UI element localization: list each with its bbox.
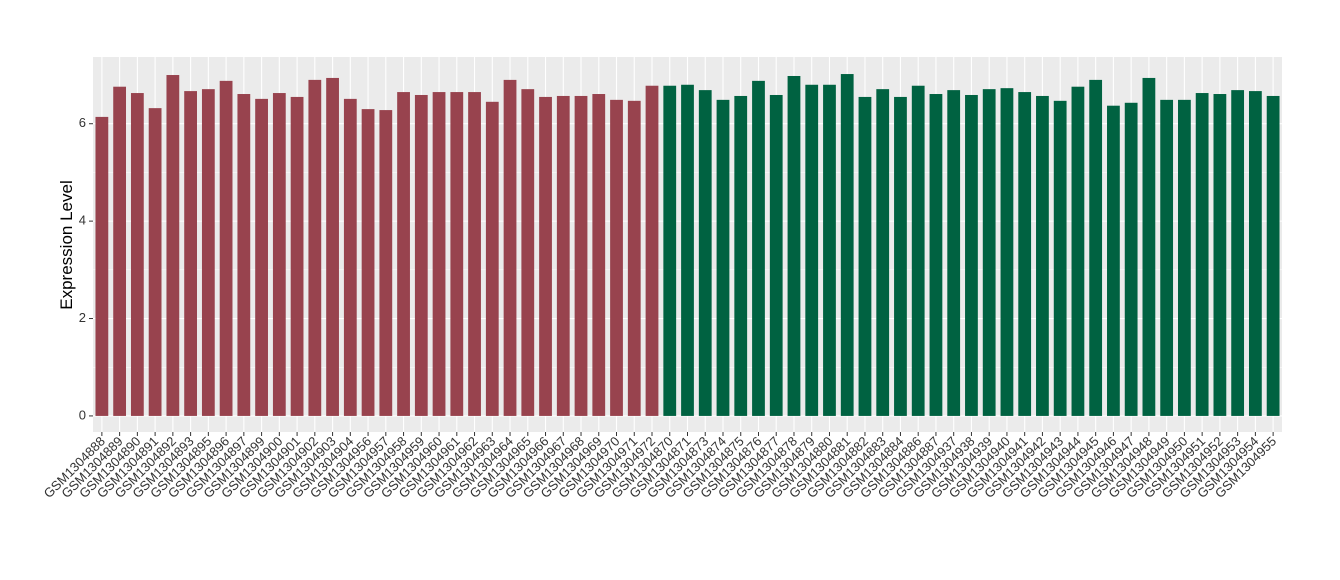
bar: [1107, 105, 1120, 416]
bar: [201, 89, 215, 416]
bar: [361, 109, 375, 416]
y-tick-label: 6: [79, 115, 86, 130]
bar: [645, 85, 659, 416]
bar: [858, 96, 872, 416]
bar: [876, 89, 890, 416]
bar: [521, 89, 535, 416]
bar: [752, 80, 765, 416]
bar: [894, 96, 907, 416]
bar: [379, 110, 393, 416]
bar: [130, 93, 144, 416]
bar: [982, 89, 996, 416]
bar: [1089, 79, 1103, 416]
bar: [397, 92, 410, 416]
bar: [911, 85, 925, 416]
bar: [716, 99, 730, 416]
bar: [929, 94, 943, 416]
bar: [947, 90, 961, 416]
bar: [663, 85, 677, 416]
bar: [1213, 94, 1227, 416]
bar: [1160, 99, 1174, 416]
y-axis-title: Expression Level: [57, 180, 76, 309]
bar: [95, 116, 109, 416]
bar: [840, 74, 854, 416]
bar: [681, 84, 694, 416]
bar: [148, 108, 162, 416]
bar: [219, 80, 233, 416]
y-tick-label: 0: [79, 407, 86, 422]
bar: [734, 95, 748, 416]
bar: [113, 86, 127, 416]
bar: [272, 93, 286, 416]
bar: [965, 94, 978, 416]
bar: [326, 77, 339, 416]
bar: [1248, 91, 1262, 416]
bar: [450, 92, 464, 416]
bar: [414, 94, 428, 416]
bar: [592, 94, 606, 416]
bar: [1000, 88, 1014, 416]
bar: [166, 75, 180, 416]
bar: [1124, 102, 1138, 416]
bar: [432, 92, 446, 416]
bar: [805, 84, 819, 416]
bar: [574, 95, 588, 416]
bar: [343, 98, 357, 416]
bar: [698, 90, 712, 416]
bar: [290, 96, 304, 416]
bar: [1195, 93, 1209, 416]
bar: [485, 101, 499, 416]
bar: [1266, 95, 1280, 416]
bar: [1071, 86, 1085, 416]
y-tick-label: 2: [79, 310, 86, 325]
bar: [769, 94, 783, 416]
bar: [1178, 99, 1191, 416]
bar: [184, 91, 197, 416]
bar: [823, 84, 836, 416]
y-tick-label: 4: [79, 213, 86, 228]
bar: [556, 95, 570, 416]
bar: [255, 98, 268, 416]
bar: [787, 75, 801, 416]
bar: [468, 92, 481, 416]
bar: [1142, 77, 1156, 416]
bar: [1036, 95, 1049, 416]
bar: [1231, 90, 1245, 416]
bar: [539, 96, 552, 416]
bar: [1053, 100, 1067, 416]
bar: [610, 99, 623, 416]
bar: [1018, 92, 1032, 416]
bar: [627, 100, 641, 416]
bar: [237, 94, 251, 416]
bar: [308, 79, 322, 416]
bar: [503, 79, 517, 416]
